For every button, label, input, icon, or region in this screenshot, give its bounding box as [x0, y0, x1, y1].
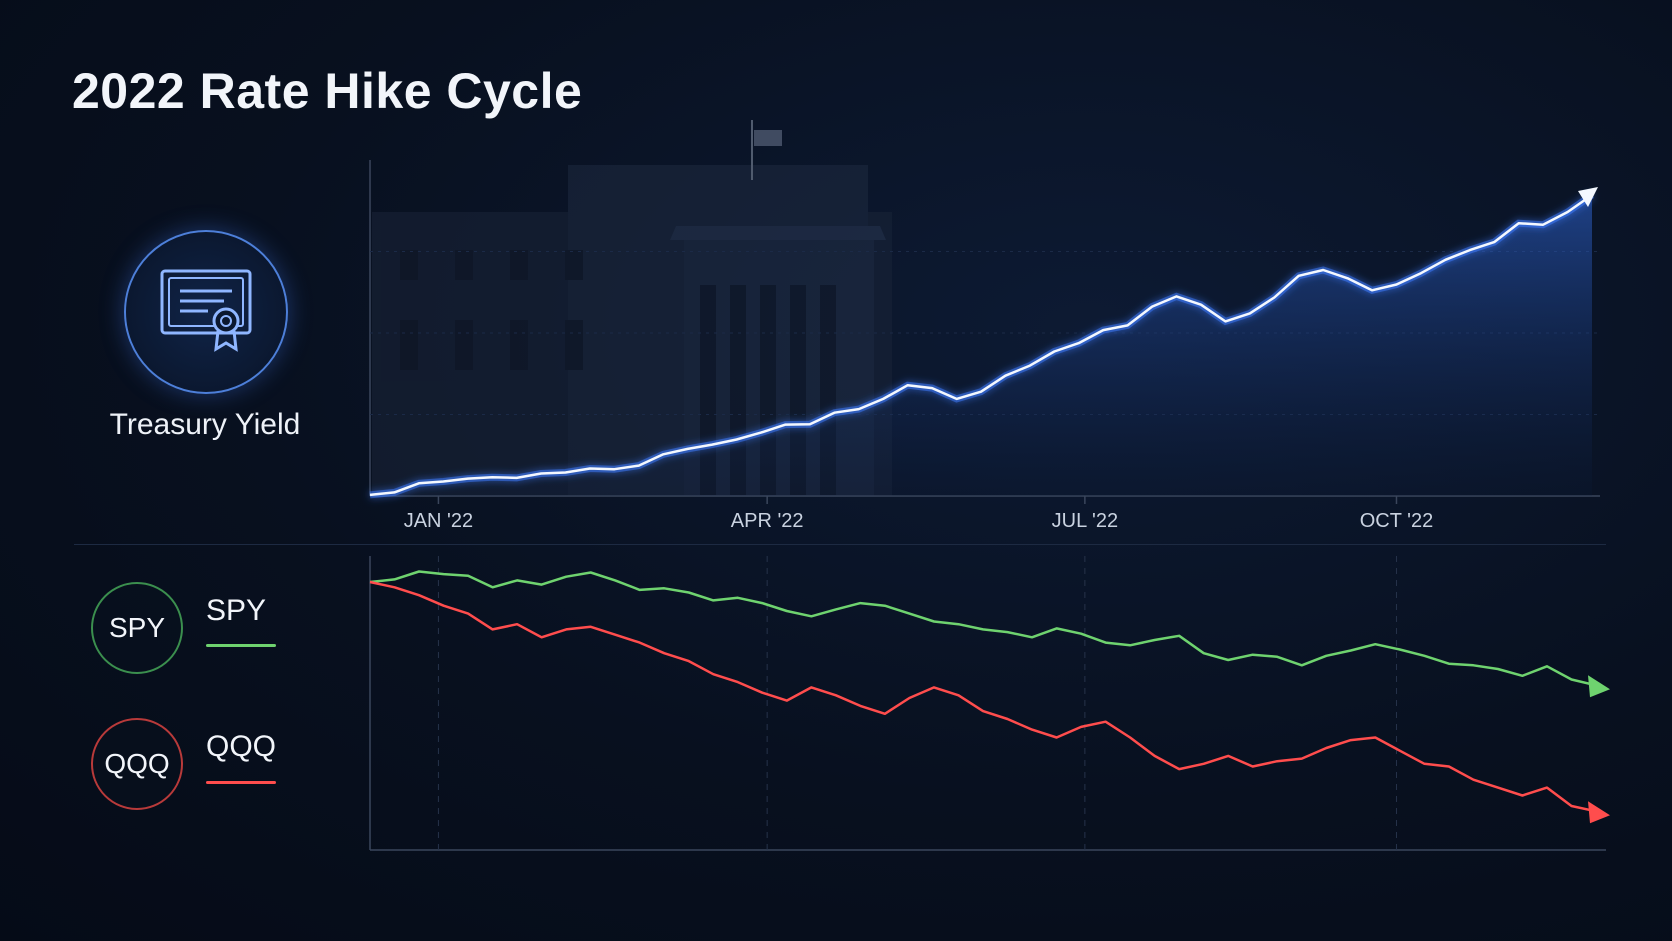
qqq-badge: QQQ — [91, 718, 183, 810]
treasury-area-fill — [370, 195, 1592, 496]
certificate-icon — [158, 267, 254, 358]
treasury-yield-line — [369, 193, 1593, 497]
qqq-legend-label: QQQ — [206, 730, 277, 763]
spy-legend-swatch — [206, 644, 276, 647]
spy-badge: SPY — [91, 582, 183, 674]
section-divider — [74, 544, 1606, 545]
page-title: 2022 Rate Hike Cycle — [72, 63, 583, 119]
x-tick-label: APR '22 — [731, 510, 804, 532]
x-tick-label: JUL '22 — [1052, 510, 1118, 532]
treasury-badge — [124, 230, 288, 394]
spy-arrowhead — [1588, 675, 1610, 698]
qqq-arrowhead — [1588, 801, 1610, 824]
qqq-line — [369, 580, 1597, 813]
legend-panel: Treasury Yield SPY SPY QQQ QQQ — [0, 0, 360, 941]
qqq-legend-swatch — [206, 781, 276, 784]
spy-legend-label: SPY — [206, 594, 267, 627]
x-tick-label: JAN '22 — [404, 510, 473, 532]
spy-line — [369, 570, 1597, 687]
treasury-arrowhead — [1578, 186, 1598, 207]
treasury-label: Treasury Yield — [109, 408, 301, 441]
x-tick-label: OCT '22 — [1360, 510, 1433, 532]
